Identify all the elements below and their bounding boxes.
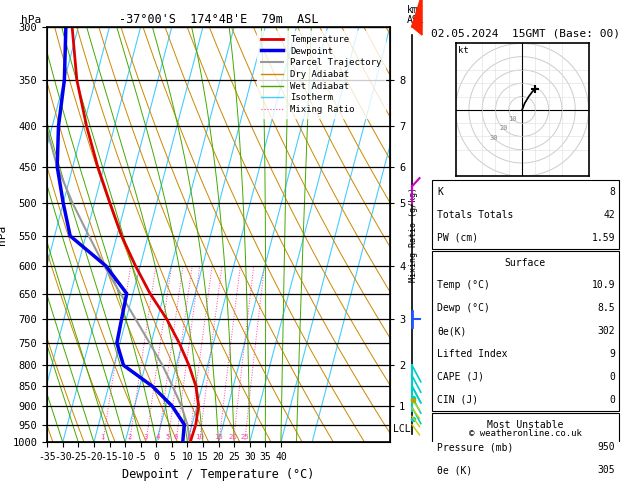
Text: θe(K): θe(K) (438, 326, 467, 336)
Text: © weatheronline.co.uk: © weatheronline.co.uk (469, 429, 582, 438)
Text: 15: 15 (214, 434, 223, 440)
Text: 1.59: 1.59 (591, 233, 615, 243)
Text: 10.9: 10.9 (591, 280, 615, 291)
Text: K: K (438, 187, 443, 197)
Text: hPa: hPa (21, 15, 42, 25)
Title: -37°00'S  174°4B'E  79m  ASL: -37°00'S 174°4B'E 79m ASL (119, 13, 318, 26)
Text: Dewp (°C): Dewp (°C) (438, 303, 491, 313)
Text: Surface: Surface (504, 258, 546, 268)
Text: Most Unstable: Most Unstable (487, 419, 564, 430)
Text: 20: 20 (499, 125, 508, 131)
Text: Temp (°C): Temp (°C) (438, 280, 491, 291)
Bar (431, 180, 619, 249)
Text: Pressure (mb): Pressure (mb) (438, 442, 514, 452)
Text: 0: 0 (609, 372, 615, 382)
Y-axis label: hPa: hPa (0, 225, 7, 244)
Text: 20: 20 (229, 434, 238, 440)
Text: 8.5: 8.5 (598, 303, 615, 313)
Text: Mixing Ratio (g/kg): Mixing Ratio (g/kg) (409, 187, 418, 282)
Text: θe (K): θe (K) (438, 465, 473, 475)
Text: 1: 1 (101, 434, 105, 440)
X-axis label: Dewpoint / Temperature (°C): Dewpoint / Temperature (°C) (123, 468, 314, 481)
Text: 8: 8 (609, 187, 615, 197)
Text: 30: 30 (490, 135, 498, 141)
Text: 0: 0 (609, 395, 615, 405)
Text: 950: 950 (598, 442, 615, 452)
Text: 6: 6 (174, 434, 178, 440)
Text: 10: 10 (508, 116, 517, 122)
Legend: Temperature, Dewpoint, Parcel Trajectory, Dry Adiabat, Wet Adiabat, Isotherm, Mi: Temperature, Dewpoint, Parcel Trajectory… (257, 31, 386, 118)
Text: Totals Totals: Totals Totals (438, 210, 514, 220)
Text: CIN (J): CIN (J) (438, 395, 479, 405)
Text: 25: 25 (240, 434, 249, 440)
Text: 302: 302 (598, 326, 615, 336)
Text: LCL: LCL (393, 424, 411, 434)
Text: Lifted Index: Lifted Index (438, 349, 508, 359)
Text: PW (cm): PW (cm) (438, 233, 479, 243)
Text: 2: 2 (127, 434, 131, 440)
Text: CAPE (J): CAPE (J) (438, 372, 484, 382)
Text: 10: 10 (195, 434, 204, 440)
Text: 4: 4 (156, 434, 160, 440)
Bar (431, 251, 619, 411)
Polygon shape (412, 0, 422, 35)
Text: 305: 305 (598, 465, 615, 475)
Text: 42: 42 (603, 210, 615, 220)
Text: km
ASL: km ASL (407, 5, 425, 25)
Text: kt: kt (459, 46, 469, 55)
Text: 5: 5 (165, 434, 170, 440)
Bar (431, 413, 619, 486)
Text: 3: 3 (144, 434, 148, 440)
Text: 02.05.2024  15GMT (Base: 00): 02.05.2024 15GMT (Base: 00) (431, 29, 620, 39)
Text: 8: 8 (187, 434, 191, 440)
Text: 9: 9 (609, 349, 615, 359)
